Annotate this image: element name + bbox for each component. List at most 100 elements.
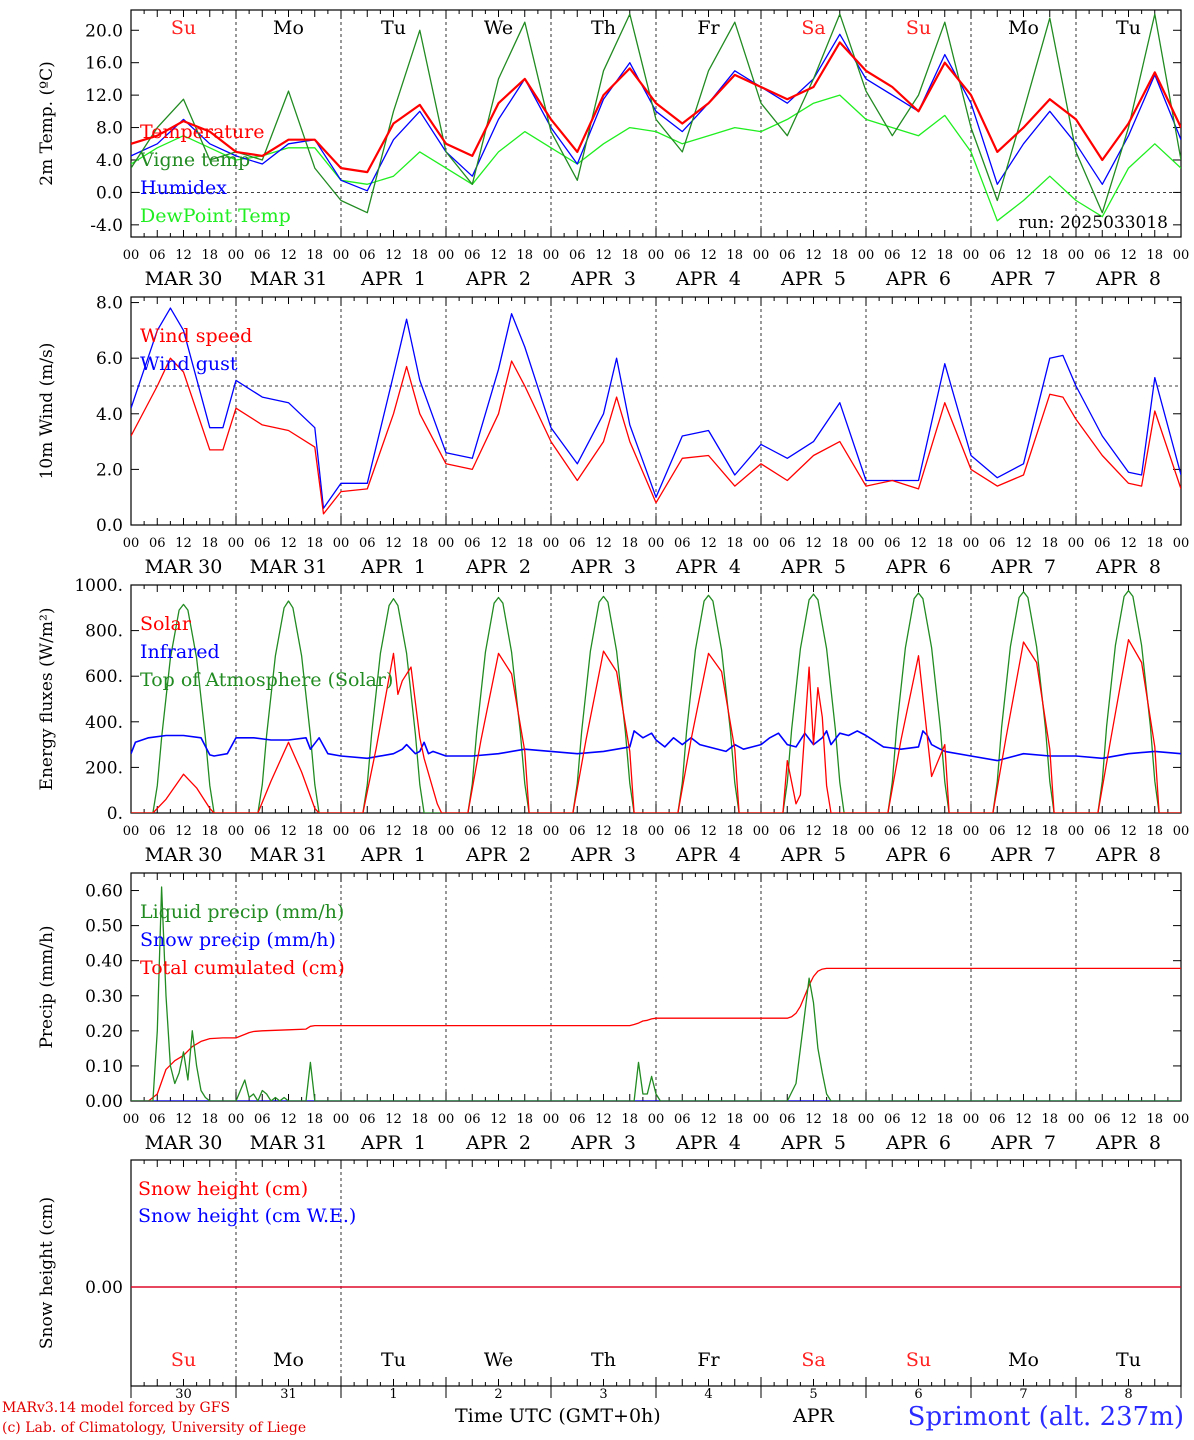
legend-entry: Top of Atmosphere (Solar) <box>140 669 393 691</box>
hour-tick-label: 18 <box>831 536 848 551</box>
hour-tick-label: 06 <box>359 824 376 839</box>
hour-tick-label: 06 <box>989 248 1006 263</box>
hour-tick-label: 12 <box>1120 536 1137 551</box>
hour-tick-label: 06 <box>149 248 166 263</box>
hour-tick-label: 00 <box>333 536 350 551</box>
hour-tick-label: 00 <box>648 1112 665 1127</box>
hour-tick-label: 18 <box>516 536 533 551</box>
legend-entry: Temperature <box>140 121 264 143</box>
hour-tick-label: 06 <box>674 824 691 839</box>
y-tick-label: 0.40 <box>85 952 123 972</box>
date-label: APR 2 <box>465 1132 531 1154</box>
date-label: APR 2 <box>465 556 531 578</box>
day-number: 6 <box>914 1387 922 1402</box>
hour-tick-label: 00 <box>753 536 770 551</box>
series-line <box>131 590 1181 813</box>
hour-tick-label: 06 <box>1094 248 1111 263</box>
day-number: 30 <box>175 1387 192 1402</box>
hour-tick-label: 18 <box>621 536 638 551</box>
date-label: APR 4 <box>675 1132 741 1154</box>
panel-2 <box>130 296 1182 526</box>
weekday-top: Tu <box>1116 17 1141 39</box>
hour-tick-label: 06 <box>884 248 901 263</box>
hour-tick-label: 06 <box>569 536 586 551</box>
hour-tick-label: 06 <box>674 248 691 263</box>
hour-tick-label: 00 <box>753 824 770 839</box>
hour-tick-label: 12 <box>595 824 612 839</box>
hour-tick-label: 18 <box>201 536 218 551</box>
hour-tick-label: 06 <box>569 824 586 839</box>
day-number: 8 <box>1124 1387 1132 1402</box>
hour-tick-label: 00 <box>753 1112 770 1127</box>
hour-tick-label: 18 <box>1041 248 1058 263</box>
weekday-top: Su <box>906 17 931 39</box>
series-line <box>131 307 1181 509</box>
hour-tick-label: 06 <box>254 248 271 263</box>
hour-tick-label: 06 <box>779 248 796 263</box>
hour-tick-label: 18 <box>726 248 743 263</box>
hour-tick-label: 06 <box>779 1112 796 1127</box>
hour-tick-label: 06 <box>569 1112 586 1127</box>
hour-tick-label: 12 <box>805 1112 822 1127</box>
hour-tick-label: 18 <box>936 536 953 551</box>
hour-tick-label: 12 <box>175 248 192 263</box>
hour-tick-label: 00 <box>858 248 875 263</box>
hour-tick-label: 12 <box>490 1112 507 1127</box>
weekday-bottom: Sa <box>801 1349 825 1371</box>
hour-tick-label: 06 <box>674 536 691 551</box>
hour-tick-label: 00 <box>543 248 560 263</box>
hour-tick-label: 06 <box>569 248 586 263</box>
hour-tick-label: 18 <box>516 1112 533 1127</box>
hour-tick-label: 12 <box>280 536 297 551</box>
weekday-top: Th <box>591 17 616 39</box>
date-label: APR 4 <box>675 556 741 578</box>
hour-tick-label: 00 <box>438 536 455 551</box>
hour-tick-label: 00 <box>438 1112 455 1127</box>
hour-tick-label: 00 <box>858 536 875 551</box>
hour-tick-label: 12 <box>910 1112 927 1127</box>
lab-credit: (c) Lab. of Climatology, University of L… <box>2 1420 307 1436</box>
y-tick-label: 800. <box>85 622 123 642</box>
hour-tick-label: 06 <box>1094 536 1111 551</box>
hour-tick-label: 12 <box>805 536 822 551</box>
legend-entry: DewPoint Temp <box>140 205 291 227</box>
hour-tick-label: 00 <box>858 1112 875 1127</box>
legend-entry: Wind speed <box>140 325 252 347</box>
legend-entry: Snow height (cm W.E.) <box>138 1205 356 1227</box>
hour-tick-label: 00 <box>1068 536 1085 551</box>
y-tick-label: 16.0 <box>85 54 123 74</box>
weekday-bottom: We <box>484 1349 513 1371</box>
hour-tick-label: 06 <box>149 824 166 839</box>
y-tick-label: 0.00 <box>85 1092 123 1112</box>
hour-tick-label: 12 <box>700 536 717 551</box>
hour-tick-label: 18 <box>1146 824 1163 839</box>
y-tick-label: 600. <box>85 667 123 687</box>
hour-tick-label: 18 <box>831 1112 848 1127</box>
hour-tick-label: 00 <box>753 248 770 263</box>
weekday-top: We <box>484 17 513 39</box>
hour-tick-label: 12 <box>805 824 822 839</box>
legend-entry: Total cumulated (cm) <box>140 957 345 979</box>
hour-tick-label: 12 <box>280 248 297 263</box>
weekday-top: Sa <box>801 17 825 39</box>
y-tick-label: 0.00 <box>85 1278 123 1298</box>
hour-tick-label: 06 <box>254 1112 271 1127</box>
date-label: APR 3 <box>570 844 636 866</box>
hour-tick-label: 12 <box>175 824 192 839</box>
hour-tick-label: 00 <box>333 1112 350 1127</box>
hour-tick-label: 18 <box>936 824 953 839</box>
hour-tick-label: 00 <box>228 248 245 263</box>
hour-tick-label: 00 <box>123 1112 140 1127</box>
hour-tick-label: 00 <box>648 824 665 839</box>
hour-tick-label: 18 <box>306 536 323 551</box>
series-line <box>131 357 1181 515</box>
hour-tick-label: 18 <box>201 824 218 839</box>
date-label: APR 4 <box>675 268 741 290</box>
series-line <box>131 886 1181 1101</box>
hour-tick-label: 00 <box>1173 536 1190 551</box>
hour-tick-label: 12 <box>175 1112 192 1127</box>
date-label: MAR 31 <box>250 844 328 866</box>
y-tick-label: 0.10 <box>85 1057 123 1077</box>
hour-tick-label: 00 <box>963 824 980 839</box>
hour-tick-label: 12 <box>490 536 507 551</box>
